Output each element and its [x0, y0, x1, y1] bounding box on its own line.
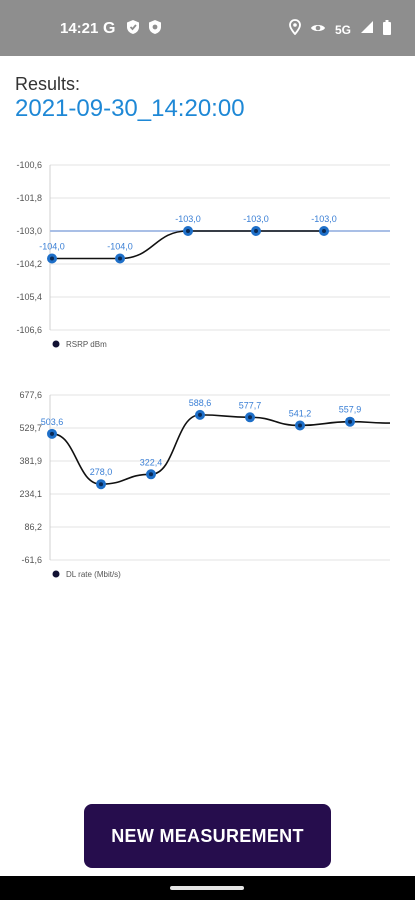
legend-label: DL rate (Mbit/s): [66, 570, 121, 579]
google-icon: G: [102, 19, 118, 40]
legend-label: RSRP dBm: [66, 340, 107, 349]
legend-marker: [52, 570, 60, 578]
new-measurement-button[interactable]: NEW MEASUREMENT: [84, 804, 331, 868]
data-point-center: [118, 256, 122, 261]
home-gesture-handle[interactable]: [170, 886, 244, 890]
shield-icon: [126, 19, 140, 40]
status-time: 14:21: [60, 20, 99, 37]
data-point-center: [298, 423, 302, 428]
data-point-center: [50, 431, 54, 436]
data-point-center: [248, 415, 252, 420]
shield-icon: [148, 19, 162, 40]
results-label: Results:: [15, 74, 81, 94]
results-timestamp: 2021-09-30_14:20:00: [15, 95, 245, 122]
location-icon: [289, 19, 301, 40]
data-label: 557,9: [339, 405, 362, 415]
data-label: 503,6: [41, 417, 64, 427]
data-point-center: [99, 482, 103, 487]
y-tick-label: -61,6: [21, 555, 42, 565]
data-point-center: [50, 256, 54, 261]
svg-text:G: G: [103, 20, 115, 35]
y-tick-label: 86,2: [24, 522, 42, 532]
data-label: 278,0: [90, 467, 113, 477]
y-tick-label: -100,6: [16, 160, 42, 170]
data-label: 577,7: [239, 400, 262, 410]
data-label: -104,0: [39, 242, 65, 252]
y-tick-label: -101,8: [16, 193, 42, 203]
dl-rate-chart: 677,6 529,7 381,9 234,1 86,2 -61,6 503,6 278,0 3…: [19, 390, 391, 579]
data-point-center: [149, 472, 153, 477]
data-label: -104,0: [107, 242, 133, 252]
data-label: 541,2: [289, 408, 312, 418]
y-tick-label: -105,4: [16, 292, 42, 302]
data-point-center: [348, 419, 352, 424]
data-label: -103,0: [311, 214, 337, 224]
data-point-center: [186, 229, 190, 233]
y-tick-label: 529,7: [19, 423, 42, 433]
network-type: 5G: [334, 22, 351, 37]
navigation-bar: [0, 876, 415, 900]
data-point-center: [198, 412, 202, 417]
battery-icon: [383, 19, 391, 40]
status-bar: 14:21 G 5G: [0, 0, 415, 56]
data-label: 588,6: [189, 398, 212, 408]
data-label: -103,0: [243, 214, 269, 224]
eye-icon: [310, 21, 326, 39]
data-point-center: [322, 229, 326, 233]
rsrp-chart: -100,6 -101,8 -103,0 -104,2 -105,4 -106,6 -104…: [16, 160, 390, 349]
y-tick-label: -104,2: [16, 259, 42, 269]
y-tick-label: 234,1: [19, 489, 42, 499]
data-label: -103,0: [175, 214, 201, 224]
data-label: 322,4: [140, 457, 163, 467]
signal-icon: [360, 20, 374, 39]
y-tick-label: 381,9: [19, 456, 42, 466]
legend-marker: [52, 340, 60, 348]
y-tick-label: -103,0: [16, 226, 42, 236]
data-point-center: [254, 229, 258, 233]
y-tick-label: 677,6: [19, 390, 42, 400]
y-tick-label: -106,6: [16, 325, 42, 335]
